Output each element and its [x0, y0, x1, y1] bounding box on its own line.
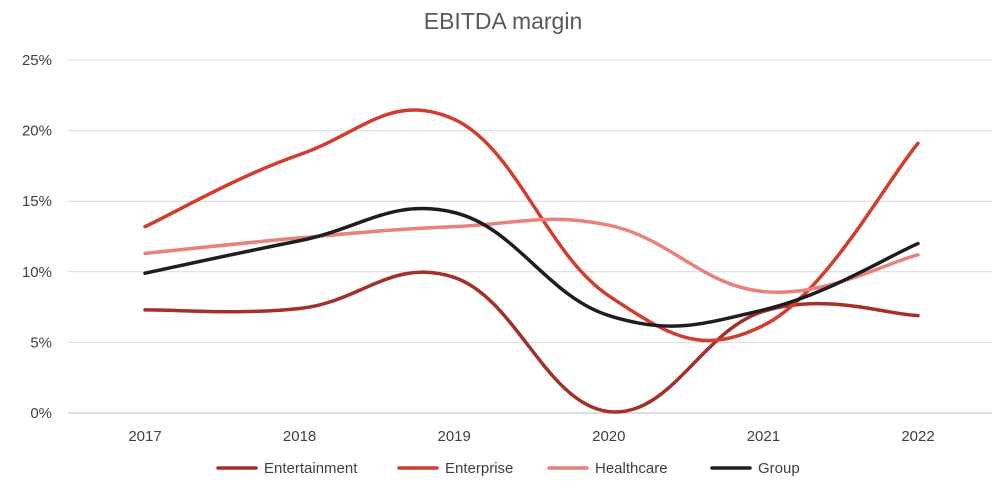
x-tick-label: 2022: [901, 428, 934, 445]
series-lines: [143, 108, 920, 414]
y-tick-label: 0%: [30, 405, 52, 422]
legend-label-group: Group: [758, 460, 800, 477]
legend: Entertainment Enterprise Healthcare Group: [216, 460, 800, 477]
x-axis-ticks: 2017 2018 2019 2020 2021 2022: [128, 428, 934, 445]
legend-label-entertainment: Entertainment: [264, 460, 358, 477]
chart-title: EBITDA margin: [423, 8, 583, 34]
series-line-group: [143, 206, 920, 328]
y-tick-label: 10%: [22, 264, 52, 281]
x-tick-label: 2020: [592, 428, 625, 445]
x-tick-label: 2018: [283, 428, 316, 445]
y-tick-label: 5%: [30, 334, 52, 351]
legend-label-enterprise: Enterprise: [445, 460, 513, 477]
x-tick-label: 2021: [747, 428, 780, 445]
y-axis-ticks: 0% 5% 10% 15% 20% 25%: [22, 52, 52, 422]
y-tick-label: 20%: [22, 123, 52, 140]
series-line-healthcare: [143, 217, 920, 294]
legend-label-healthcare: Healthcare: [595, 460, 668, 477]
x-tick-label: 2019: [438, 428, 471, 445]
x-tick-label: 2017: [128, 428, 161, 445]
y-tick-label: 25%: [22, 52, 52, 69]
y-tick-label: 15%: [22, 193, 52, 210]
